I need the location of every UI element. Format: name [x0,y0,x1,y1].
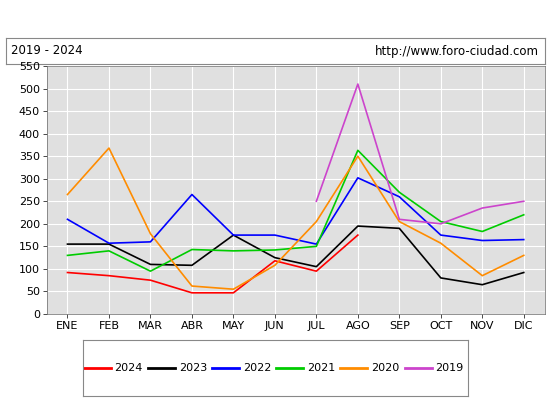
Text: http://www.foro-ciudad.com: http://www.foro-ciudad.com [375,44,539,58]
Text: 2019 - 2024: 2019 - 2024 [11,44,82,58]
Text: 2022: 2022 [243,363,271,373]
Text: Evolucion Nº Turistas Nacionales en el municipio de Almendral: Evolucion Nº Turistas Nacionales en el m… [36,12,514,26]
Text: 2021: 2021 [307,363,336,373]
Text: 2020: 2020 [371,363,399,373]
Text: 2019: 2019 [436,363,464,373]
Text: 2024: 2024 [114,363,143,373]
Text: 2023: 2023 [179,363,207,373]
